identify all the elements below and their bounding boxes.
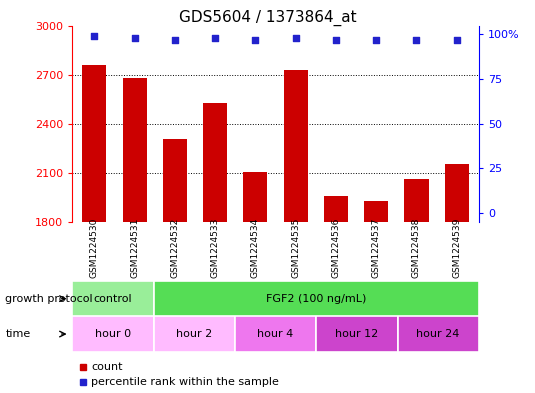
Text: hour 12: hour 12 [335,329,378,339]
Bar [72,281,154,316]
Point [412,37,421,43]
Bar [364,201,388,222]
Text: time: time [5,329,30,339]
Bar [154,281,479,316]
Bar [72,316,154,352]
Text: GSM1224538: GSM1224538 [412,218,421,278]
Point [251,37,259,43]
Text: GSM1224536: GSM1224536 [331,218,340,278]
Text: GSM1224531: GSM1224531 [130,218,139,278]
Bar [154,316,235,352]
Bar [203,103,227,222]
Bar [404,180,429,222]
Text: GSM1224533: GSM1224533 [211,218,220,278]
Text: percentile rank within the sample: percentile rank within the sample [91,377,279,387]
Text: hour 4: hour 4 [257,329,294,339]
Bar [235,316,316,352]
Text: growth protocol: growth protocol [5,294,93,304]
Bar [243,172,268,222]
Point [131,35,139,41]
Text: GSM1224535: GSM1224535 [291,218,300,278]
Text: control: control [94,294,132,304]
Point [453,37,461,43]
Text: GSM1224539: GSM1224539 [452,218,461,278]
Bar [445,164,469,222]
Point [211,35,219,41]
Bar [324,196,348,222]
Bar [82,65,106,222]
Bar [163,138,187,222]
Text: hour 2: hour 2 [176,329,212,339]
Point [372,37,380,43]
Text: GSM1224534: GSM1224534 [251,218,260,278]
Text: FGF2 (100 ng/mL): FGF2 (100 ng/mL) [266,294,366,304]
Text: GSM1224532: GSM1224532 [170,218,179,278]
Point [90,33,98,39]
Bar [284,70,308,222]
Text: count: count [91,362,123,373]
Text: GSM1224537: GSM1224537 [372,218,381,278]
Text: hour 0: hour 0 [95,329,131,339]
Text: GDS5604 / 1373864_at: GDS5604 / 1373864_at [179,10,356,26]
Bar [316,316,398,352]
Point [171,37,179,43]
Text: GSM1224530: GSM1224530 [90,218,99,278]
Bar [398,316,479,352]
Bar [123,78,147,222]
Point [332,37,340,43]
Text: hour 24: hour 24 [416,329,460,339]
Point [292,35,300,41]
